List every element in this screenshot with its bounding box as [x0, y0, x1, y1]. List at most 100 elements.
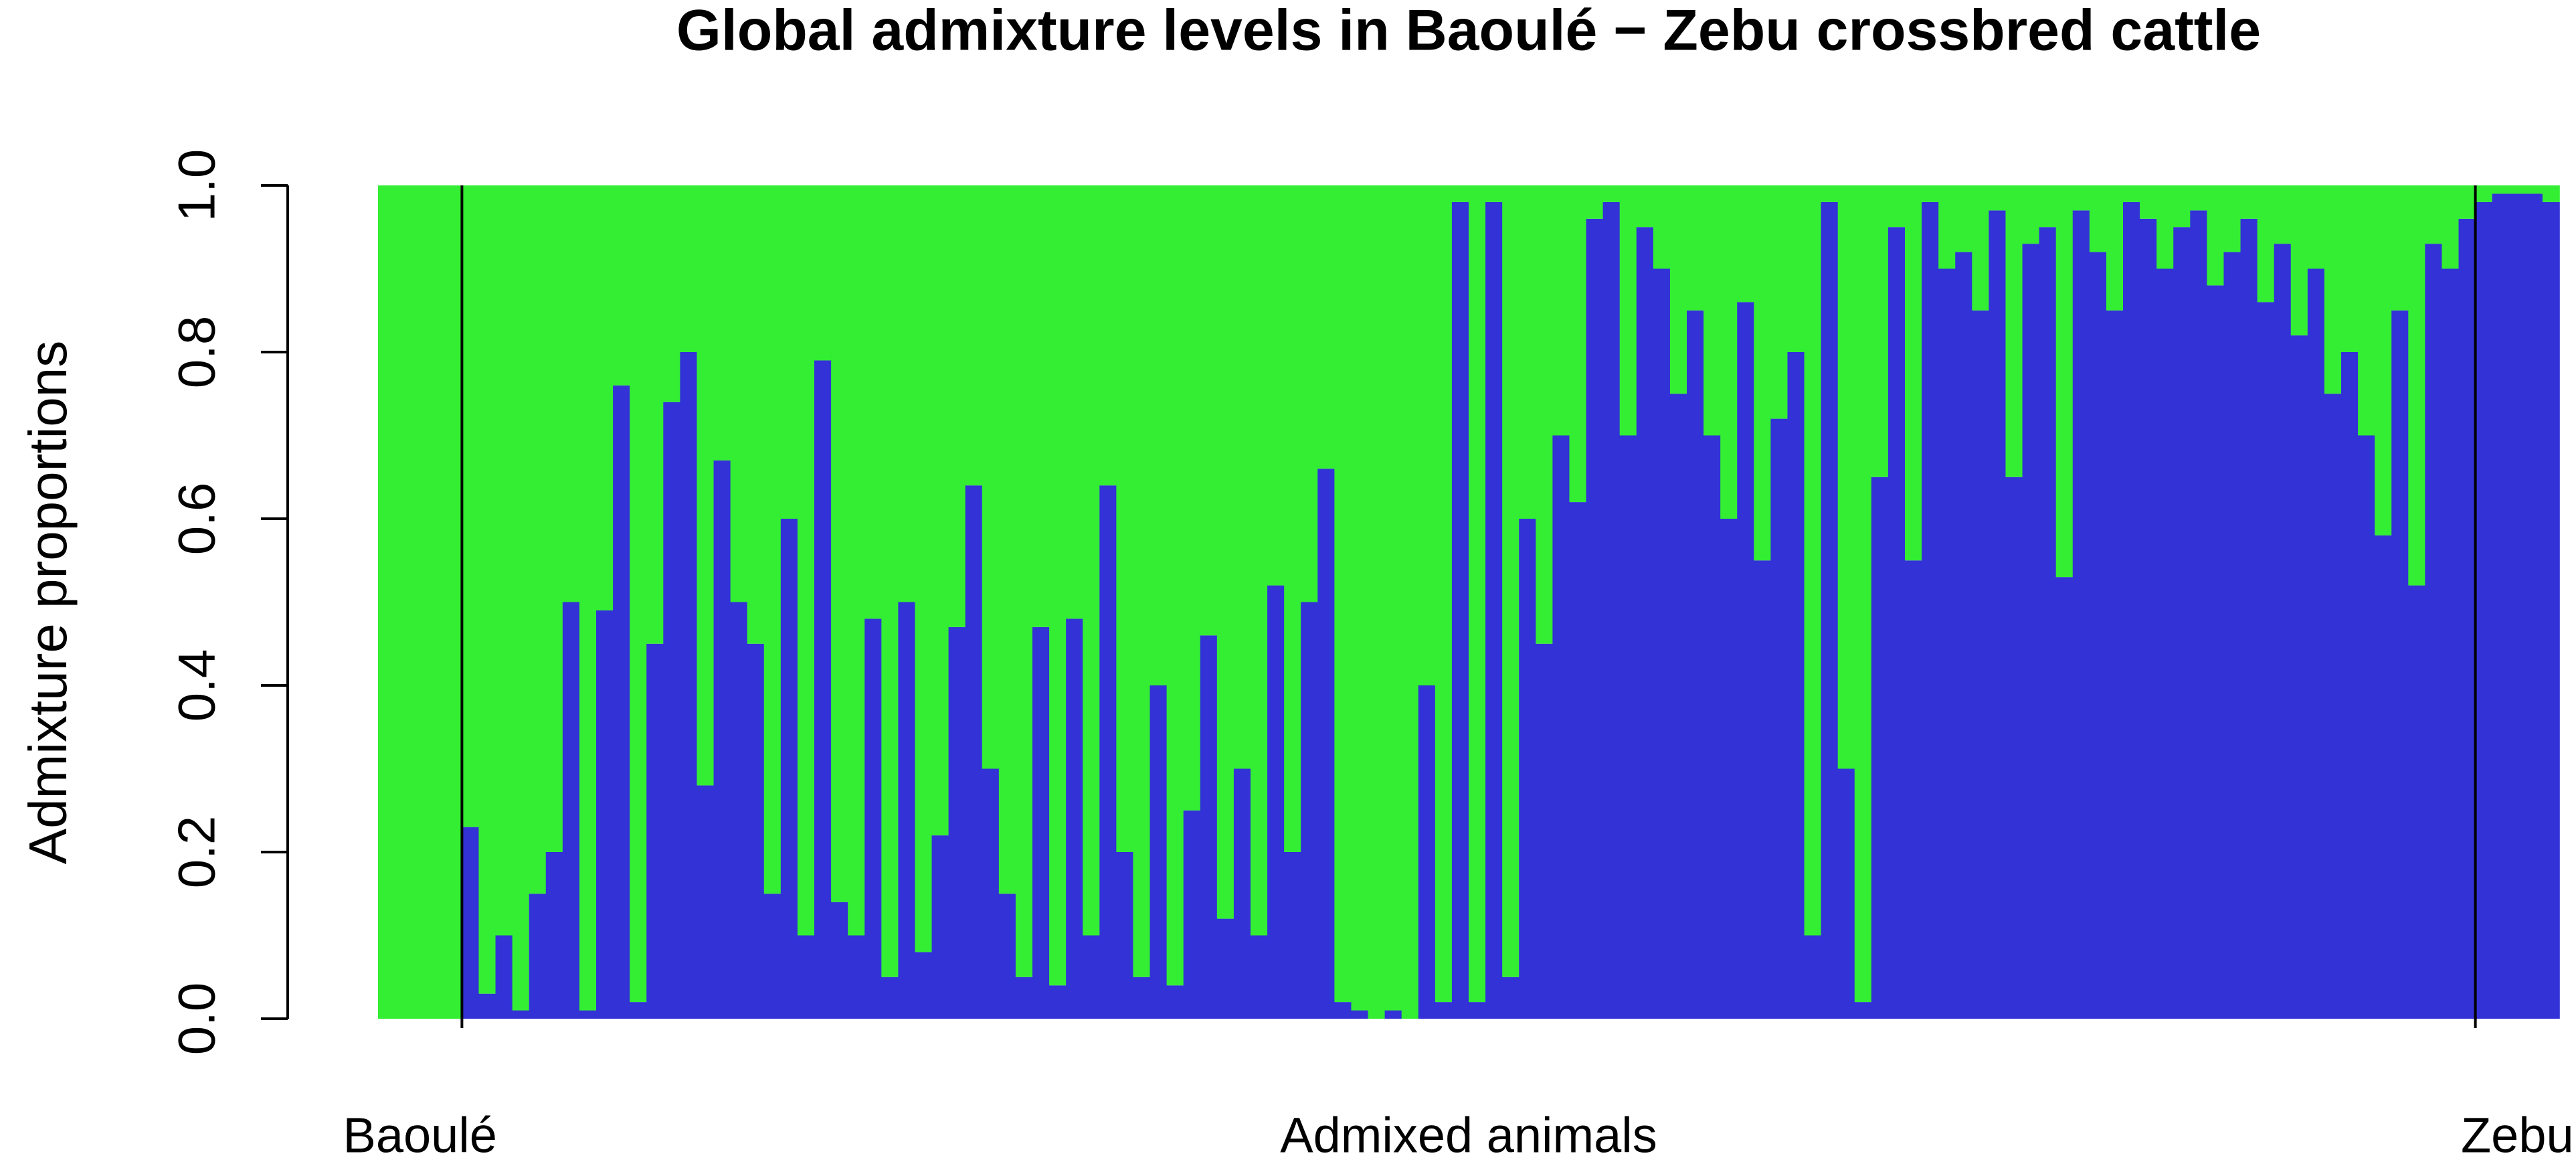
bar-segment: [2442, 185, 2460, 269]
chart-title: Global admixture levels in Baoulé − Zebu…: [676, 0, 2261, 63]
group-label: Baoulé: [343, 1108, 496, 1163]
bar-segment: [562, 602, 580, 1019]
bar-segment: [1351, 185, 1369, 1011]
bar-segment: [2324, 185, 2342, 394]
bar-segment: [1418, 185, 1436, 685]
bar-segment: [1384, 1010, 1402, 1019]
bar-segment: [1216, 918, 1234, 1019]
bar-segment: [2223, 252, 2241, 1019]
bar-segment: [2458, 218, 2476, 1019]
group-label: Zebu: [2461, 1108, 2574, 1163]
bar-segment: [1804, 185, 1822, 936]
bar-segment: [1368, 185, 1386, 1019]
bar-segment: [1351, 1010, 1369, 1019]
bar-segment: [1267, 585, 1285, 1019]
bar-segment: [982, 768, 1000, 1019]
bar-segment: [2475, 185, 2493, 202]
bar-segment: [915, 952, 933, 1019]
bar-segment: [478, 993, 496, 1019]
bar-segment: [1334, 185, 1352, 1003]
bar-segment: [2207, 285, 2225, 1019]
bar-segment: [529, 894, 547, 1019]
bar-segment: [1049, 185, 1067, 986]
bar-segment: [1787, 352, 1805, 1019]
bar-segment: [2140, 185, 2157, 219]
bar-segment: [2022, 244, 2040, 1019]
bar-segment: [1015, 977, 1033, 1019]
y-tick-label: 0.2: [167, 816, 226, 888]
bar-segment: [1536, 643, 1554, 1019]
bar-segment: [1922, 185, 1939, 202]
bar-segment: [512, 1010, 530, 1019]
y-tick-label: 0.6: [167, 483, 226, 555]
bar-segment: [613, 185, 630, 386]
bar-segment: [579, 185, 597, 1011]
bar-segment: [1720, 185, 1738, 519]
bar-segment: [881, 185, 899, 977]
bar-segment: [931, 835, 949, 1019]
bar-segment: [1334, 1002, 1352, 1019]
bar-segment: [2072, 210, 2090, 1019]
bar-segment: [763, 185, 781, 894]
bar-segment: [1183, 185, 1201, 811]
bar-segment: [1166, 185, 1184, 986]
bar-segment: [1149, 185, 1168, 685]
bar-segment: [1737, 185, 1755, 303]
bar-segment: [747, 643, 765, 1019]
bar-segment: [2324, 394, 2342, 1019]
bar-segment: [1720, 519, 1738, 1019]
bar-segment: [1602, 201, 1621, 1019]
bar-segment: [1083, 185, 1101, 936]
bar-segment: [982, 185, 1000, 769]
bar-segment: [2005, 185, 2023, 477]
bar-segment: [1451, 201, 1469, 1019]
bar-segment: [814, 185, 832, 361]
bar-segment: [2290, 185, 2308, 336]
bar-segment: [848, 935, 866, 1019]
bar-segment: [2290, 335, 2308, 1019]
bar-segment: [965, 485, 983, 1019]
bar-segment: [1267, 185, 1285, 586]
bar-segment: [2525, 193, 2543, 1019]
bar-segment: [1854, 185, 1872, 1003]
bar-segment: [2391, 185, 2409, 311]
bar-segment: [2425, 185, 2443, 244]
bar-segment: [814, 360, 832, 1019]
bar-segment: [2257, 185, 2275, 303]
bar-segment: [2089, 252, 2107, 1019]
bar-segment: [1200, 185, 1218, 636]
bar-segment: [2039, 227, 2057, 1019]
bar-segment: [1636, 185, 1654, 228]
bar-segment: [2274, 244, 2292, 1019]
y-tick-label: 0.8: [167, 316, 226, 388]
bar-segment: [2072, 185, 2090, 211]
bar-segment: [1653, 185, 1671, 269]
bar-segment: [1083, 935, 1101, 1019]
bar-segment: [1955, 252, 1973, 1019]
bar-segment: [2358, 185, 2375, 436]
bar-segment: [2341, 185, 2359, 352]
bar-segment: [2274, 185, 2292, 244]
bar-segment: [797, 935, 815, 1019]
bar-segment: [1451, 185, 1469, 202]
bar-segment: [1888, 185, 1906, 228]
bar-segment: [1821, 185, 1839, 202]
bar-segment: [898, 185, 916, 602]
bar-segment: [545, 185, 563, 852]
bar-segment: [2425, 244, 2443, 1019]
bar-segment: [1519, 185, 1537, 519]
bar-segment: [395, 185, 412, 1019]
bar-segment: [1687, 185, 1704, 311]
bar-segment: [2140, 218, 2157, 1019]
bar-segment: [1251, 935, 1268, 1019]
bar-segment: [2240, 218, 2258, 1019]
bar-segment: [378, 185, 395, 1019]
bar-segment: [780, 185, 798, 519]
bar-segment: [663, 185, 681, 402]
bar-segment: [1183, 810, 1201, 1019]
bar-segment: [2341, 352, 2359, 1019]
bar-segment: [630, 185, 648, 1003]
bar-segment: [2005, 477, 2023, 1019]
bar-segment: [1469, 185, 1486, 1003]
